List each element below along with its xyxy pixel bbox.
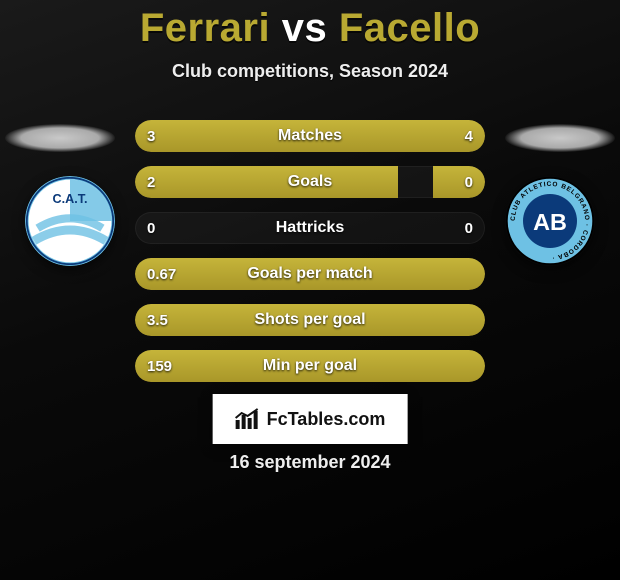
stat-row-goals: 2 Goals 0 (135, 166, 485, 198)
watermark-text: FcTables.com (267, 409, 386, 430)
stat-row-goals-per-match: 0.67 Goals per match (135, 258, 485, 290)
stat-bar-left (135, 258, 485, 290)
stat-bar-left (135, 350, 485, 382)
stat-row-hattricks: 0 Hattricks 0 (135, 212, 485, 244)
chart-icon (235, 408, 261, 430)
page-title: Ferrari vs Facello (0, 0, 620, 51)
stat-value-left: 0 (147, 212, 155, 244)
stat-row-min-per-goal: 159 Min per goal (135, 350, 485, 382)
stat-row-shots-per-goal: 3.5 Shots per goal (135, 304, 485, 336)
vs-separator: vs (282, 6, 328, 50)
stat-label: Hattricks (135, 212, 485, 244)
player1-name: Ferrari (140, 6, 270, 50)
club-badge-right: AB CLUB ATLETICO BELGRANO · CORDOBA · (505, 176, 595, 266)
stat-value-right: 0 (465, 212, 473, 244)
stat-bar-left (135, 120, 275, 152)
badge-right-initials: AB (533, 209, 567, 235)
stat-bar-right (275, 120, 485, 152)
stat-row-matches: 3 Matches 4 (135, 120, 485, 152)
stats-container: 3 Matches 4 2 Goals 0 0 Hattricks 0 0.67… (135, 120, 485, 396)
subtitle: Club competitions, Season 2024 (0, 61, 620, 82)
player2-name: Facello (339, 6, 480, 50)
watermark-badge: FcTables.com (213, 394, 408, 444)
player1-avatar-shadow (5, 124, 115, 152)
stat-bar-left (135, 304, 485, 336)
club-badge-left: C.A.T. (25, 176, 115, 266)
stat-bar-right (433, 166, 486, 198)
player2-avatar-shadow (505, 124, 615, 152)
badge-left-initials: C.A.T. (53, 192, 88, 206)
date-text: 16 september 2024 (0, 452, 620, 473)
stat-bar-left (135, 166, 398, 198)
